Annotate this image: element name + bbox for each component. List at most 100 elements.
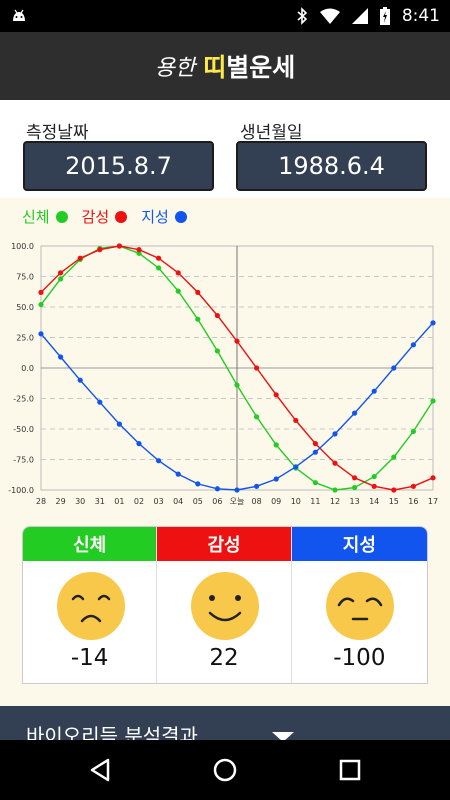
x-tick-label: 05 xyxy=(193,497,203,506)
data-point-감성 xyxy=(38,289,44,295)
data-point-감성 xyxy=(234,338,240,344)
data-point-감성 xyxy=(58,270,64,276)
data-point-감성 xyxy=(116,243,122,249)
data-point-감성 xyxy=(195,289,201,295)
data-point-신체 xyxy=(332,487,338,493)
data-point-신체 xyxy=(195,316,201,322)
data-point-지성 xyxy=(175,471,181,477)
card-intellectual-header: 지성 xyxy=(291,527,427,561)
data-point-지성 xyxy=(116,421,122,427)
x-tick-label: 03 xyxy=(154,497,164,506)
card-physical-value: -14 xyxy=(70,645,109,671)
android-debug-icon xyxy=(13,9,25,21)
y-tick-label: -75.0 xyxy=(13,456,34,465)
data-point-감성 xyxy=(77,255,83,261)
x-tick-label: 14 xyxy=(369,497,379,506)
data-point-감성 xyxy=(312,441,318,447)
chart-legend: 신체 감성 지성 xyxy=(22,206,201,227)
data-point-감성 xyxy=(254,365,260,371)
card-emotional-header: 감성 xyxy=(157,527,291,561)
happy-face-icon xyxy=(191,572,260,640)
data-point-신체 xyxy=(175,288,181,294)
data-point-지성 xyxy=(410,342,416,348)
x-tick-label: 28 xyxy=(36,497,46,506)
data-point-감성 xyxy=(273,392,279,398)
legend-dot-physical xyxy=(55,210,68,223)
app-bar: 용한 띠 별운세 xyxy=(0,32,450,100)
data-point-지성 xyxy=(254,483,260,489)
data-point-신체 xyxy=(156,265,162,271)
y-tick-label: -100.0 xyxy=(8,486,34,495)
data-point-신체 xyxy=(214,348,220,354)
data-point-신체 xyxy=(391,454,397,460)
data-point-지성 xyxy=(58,354,64,360)
legend-item-intellectual: 지성 xyxy=(141,206,187,227)
data-point-신체 xyxy=(234,382,240,388)
x-tick-label: 31 xyxy=(95,497,105,506)
tired-face-icon xyxy=(325,572,394,640)
card-intellectual-value: -100 xyxy=(333,645,386,671)
data-point-감성 xyxy=(332,460,338,466)
y-tick-label: 100.0 xyxy=(11,242,34,251)
x-tick-label: 06 xyxy=(212,497,222,506)
app-title-prefix: 용한 xyxy=(154,56,196,81)
data-point-신체 xyxy=(371,473,377,480)
data-point-감성 xyxy=(136,247,142,253)
back-icon[interactable] xyxy=(86,756,114,784)
data-point-신체 xyxy=(352,484,358,491)
data-point-지성 xyxy=(312,449,318,455)
data-point-지성 xyxy=(77,377,83,383)
data-point-지성 xyxy=(332,431,338,437)
measure-date-label: 측정날짜 xyxy=(26,123,89,143)
legend-label-intellectual: 지성 xyxy=(141,208,169,226)
data-point-지성 xyxy=(195,481,201,487)
chevron-down-icon xyxy=(272,732,294,742)
data-point-감성 xyxy=(156,255,162,261)
x-tick-label: 오늘 xyxy=(230,497,245,506)
x-tick-label: 10 xyxy=(291,497,301,506)
home-icon[interactable] xyxy=(211,756,239,784)
status-bar: 8:41 xyxy=(0,0,450,32)
navigation-bar xyxy=(0,740,450,800)
data-point-감성 xyxy=(214,312,220,319)
data-point-지성 xyxy=(234,487,240,493)
data-point-감성 xyxy=(391,487,397,493)
data-point-지성 xyxy=(38,331,44,337)
card-physical: 신체 -14 xyxy=(23,527,158,683)
clock: 8:41 xyxy=(401,6,440,26)
x-tick-label: 13 xyxy=(350,497,360,506)
birth-date-label: 생년월일 xyxy=(240,123,303,143)
result-cards: 신체 -14 감성 22 지성 -100 xyxy=(22,526,428,684)
legend-dot-intellectual xyxy=(174,210,187,223)
data-point-감성 xyxy=(371,483,377,489)
app-title-suffix: 별운세 xyxy=(226,53,296,82)
data-point-지성 xyxy=(97,399,103,405)
data-point-감성 xyxy=(97,247,103,253)
y-tick-label: 50.0 xyxy=(16,303,34,312)
sad-face-icon xyxy=(57,572,125,640)
x-tick-label: 01 xyxy=(114,497,124,506)
recents-icon[interactable] xyxy=(336,756,364,784)
birth-date-button[interactable]: 1988.6.4 xyxy=(236,141,427,191)
x-tick-label: 16 xyxy=(408,497,418,506)
y-tick-label: 75.0 xyxy=(16,273,34,282)
data-point-지성 xyxy=(214,486,220,492)
data-point-신체 xyxy=(38,301,44,308)
legend-dot-emotional xyxy=(115,210,128,223)
bluetooth-icon xyxy=(297,7,307,25)
legend-label-emotional: 감성 xyxy=(81,208,110,226)
measure-date-button[interactable]: 2015.8.7 xyxy=(23,141,214,191)
card-emotional-value: 22 xyxy=(209,645,239,671)
data-point-감성 xyxy=(410,483,416,489)
legend-label-physical: 신체 xyxy=(22,208,50,226)
card-intellectual: 지성 -100 xyxy=(291,527,427,683)
data-point-지성 xyxy=(371,388,377,394)
data-point-신체 xyxy=(58,276,64,282)
data-point-감성 xyxy=(352,475,358,481)
data-point-신체 xyxy=(136,250,142,256)
app-title-highlight: 띠 xyxy=(203,53,227,82)
data-point-신체 xyxy=(254,414,260,420)
data-point-감성 xyxy=(293,417,299,424)
x-tick-label: 08 xyxy=(252,497,262,506)
x-tick-label: 02 xyxy=(134,497,144,506)
